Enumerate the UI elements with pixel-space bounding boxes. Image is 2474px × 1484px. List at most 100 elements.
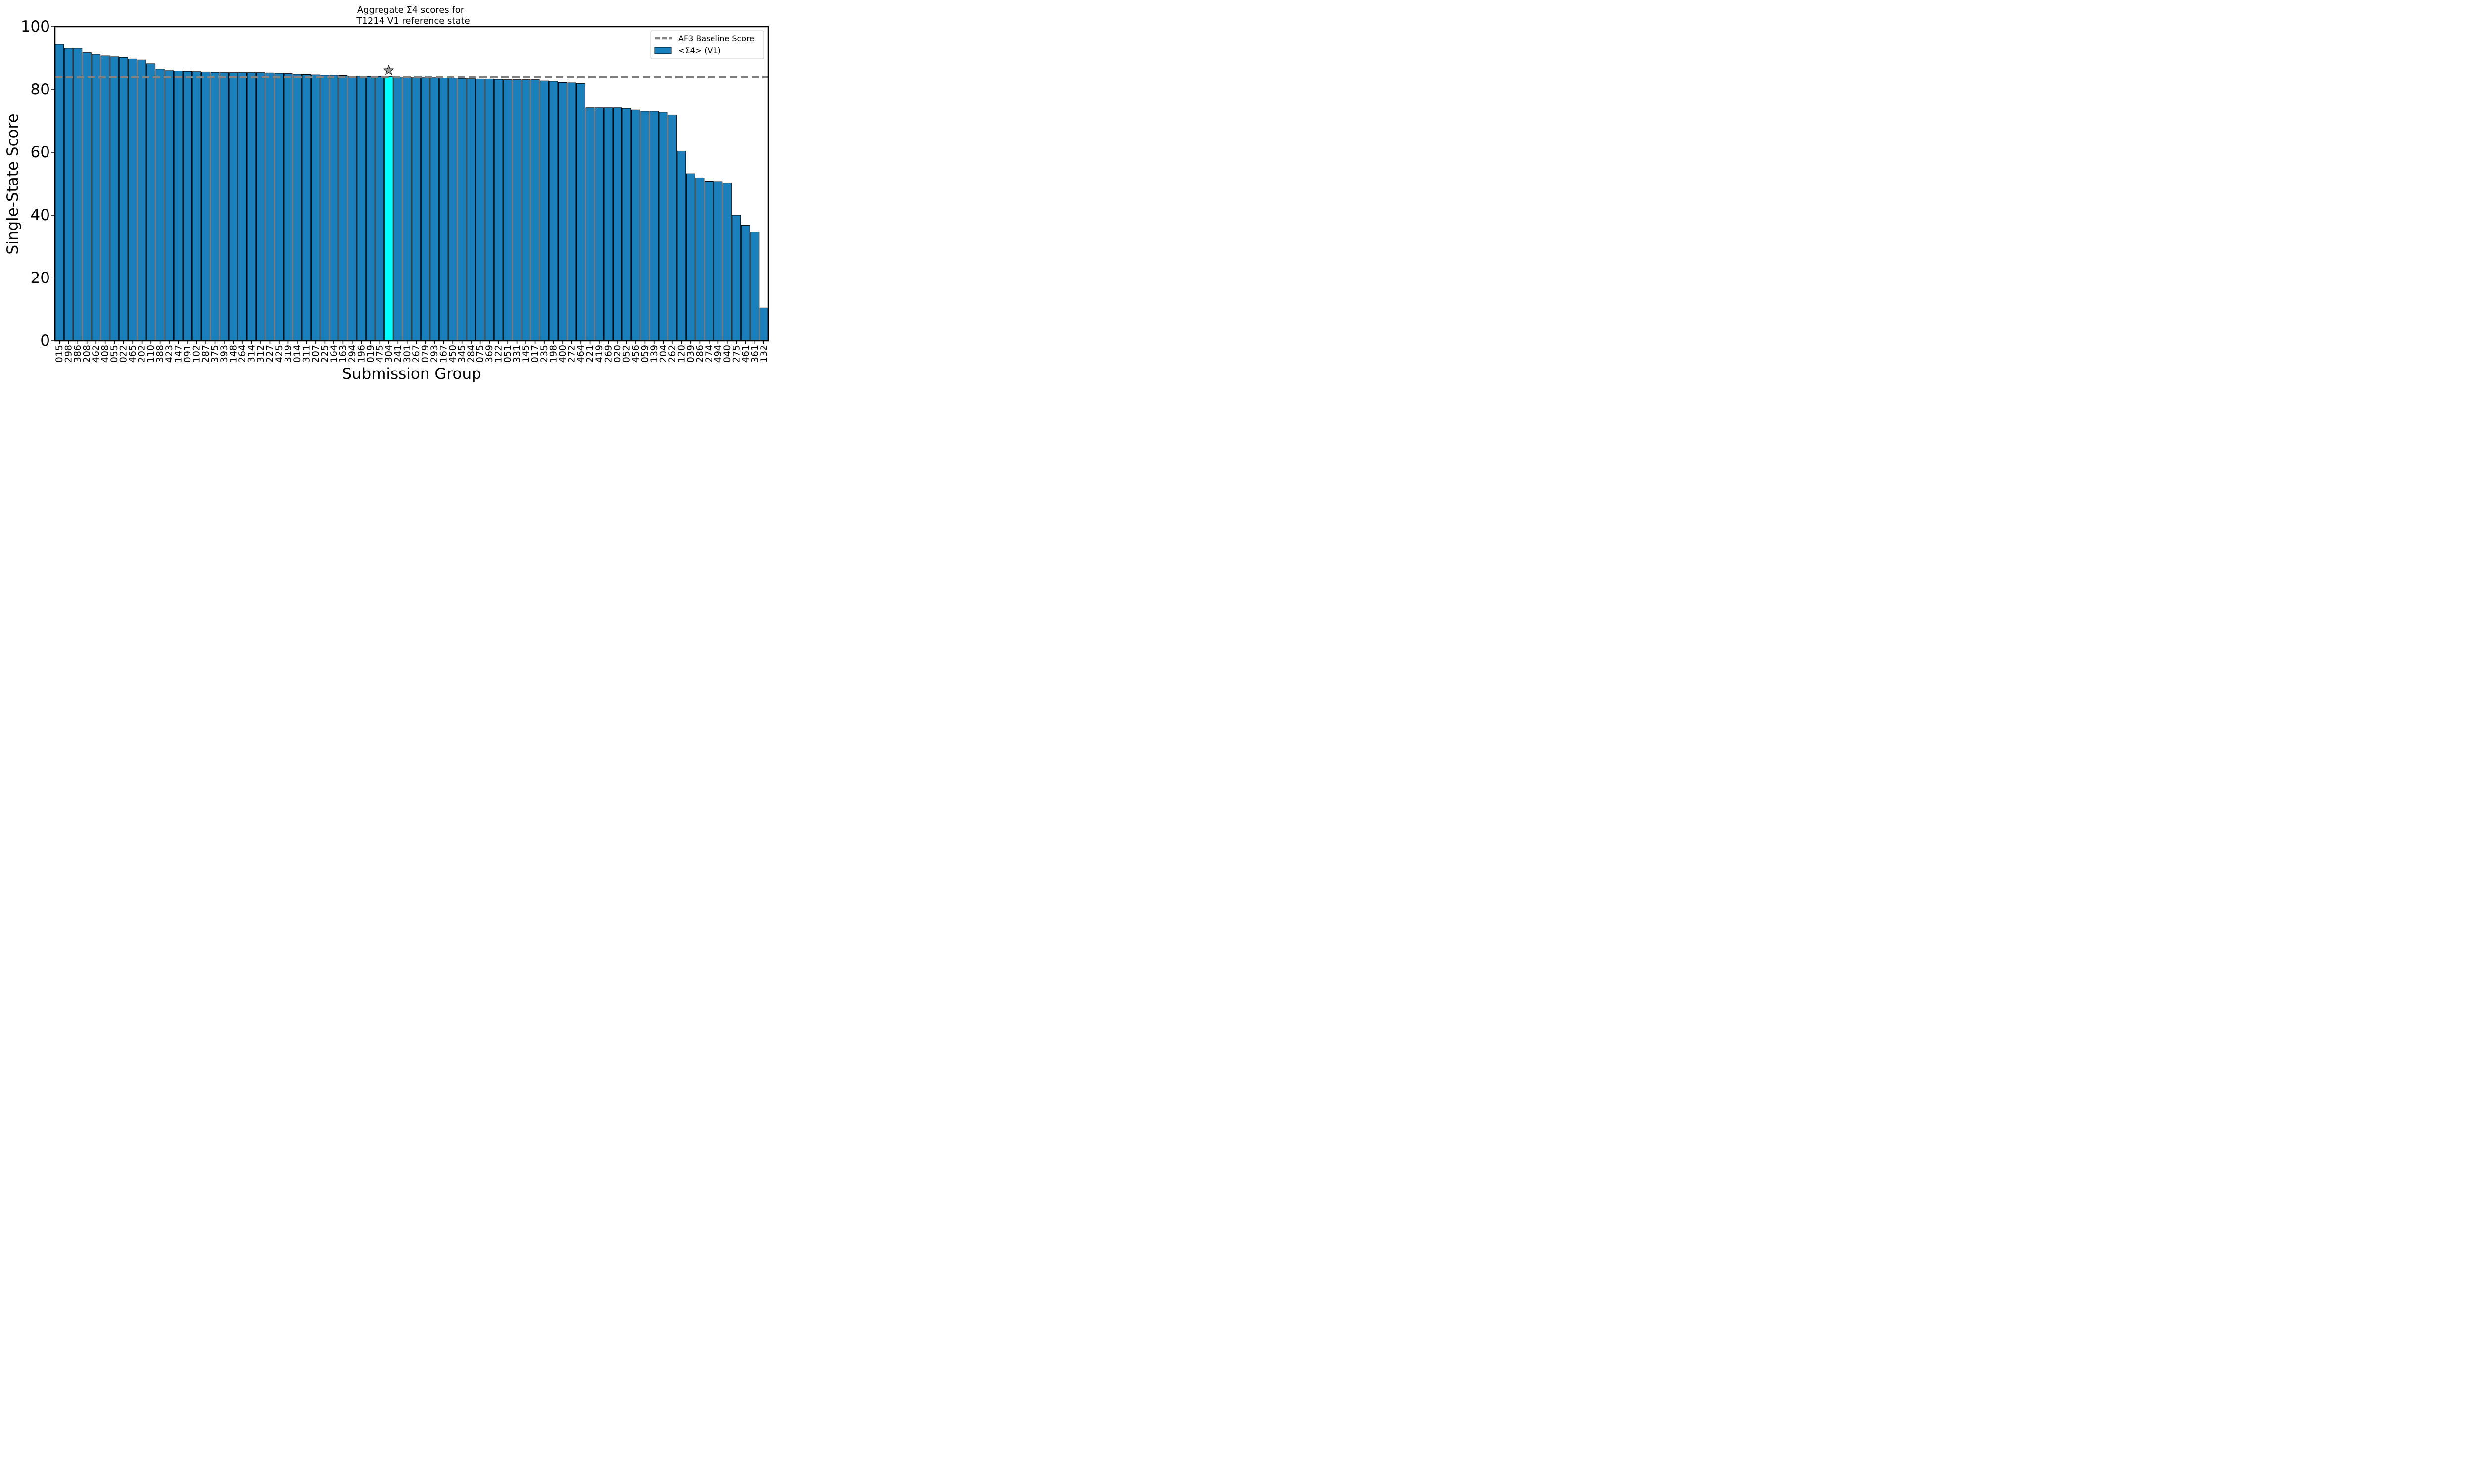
x-tick-label-369: 369 — [484, 345, 495, 363]
bar-275 — [732, 215, 741, 341]
x-tick-label-287: 287 — [200, 345, 211, 363]
bar-269 — [604, 107, 613, 341]
bar-425 — [274, 73, 284, 341]
bar-284 — [467, 78, 476, 341]
legend: AF3 Baseline Score <Σ4> (V1) — [650, 30, 764, 59]
bar-461 — [741, 225, 750, 341]
x-tick-label-052: 052 — [621, 345, 632, 363]
bar-361 — [750, 232, 760, 341]
x-tick-label-207: 207 — [310, 345, 321, 363]
x-tick-label-272: 272 — [567, 345, 577, 363]
y-tick-label-40: 40 — [31, 206, 50, 224]
x-tick-label-204: 204 — [658, 345, 668, 363]
bar-301 — [402, 77, 412, 341]
x-tick-label-020: 020 — [612, 345, 623, 363]
x-axis-label: Submission Group — [342, 365, 481, 383]
bar-122 — [494, 79, 503, 341]
x-tick-label-293: 293 — [429, 345, 440, 363]
x-tick-label-456: 456 — [630, 345, 641, 363]
bar-294 — [347, 76, 357, 341]
x-tick-label-462: 462 — [91, 345, 101, 363]
legend-bar-label: <Σ4> (V1) — [678, 46, 721, 55]
x-tick-label-286: 286 — [694, 345, 705, 363]
x-tick-label-361: 361 — [749, 345, 760, 363]
bar-400 — [558, 82, 568, 341]
bar-241 — [393, 77, 403, 341]
x-tick-label-408: 408 — [100, 345, 111, 363]
x-tick-label-202: 202 — [137, 345, 147, 363]
x-tick-label-132: 132 — [759, 345, 769, 363]
chart-title-line1: Aggregate Σ4 scores for — [357, 5, 465, 15]
y-tick-label-80: 80 — [31, 81, 50, 98]
x-tick-label-425: 425 — [274, 345, 285, 363]
x-tick-label-110: 110 — [145, 345, 156, 363]
x-tick-label-284: 284 — [466, 345, 476, 363]
x-tick-label-102: 102 — [191, 345, 202, 363]
legend-baseline-label: AF3 Baseline Score — [678, 34, 754, 43]
bar-015 — [55, 44, 64, 341]
x-tick-label-312: 312 — [255, 345, 266, 363]
x-tick-label-039: 039 — [685, 345, 696, 363]
bar-311 — [302, 74, 311, 341]
x-tick-label-465: 465 — [127, 345, 138, 363]
bar-464 — [576, 83, 586, 341]
bar-196 — [357, 76, 366, 341]
y-tick-label-100: 100 — [21, 18, 50, 36]
x-tick-label-419: 419 — [594, 345, 605, 363]
bar-167 — [439, 78, 448, 341]
x-tick-label-019: 019 — [365, 345, 376, 363]
x-tick-label-225: 225 — [319, 345, 330, 363]
x-tick-label-235: 235 — [539, 345, 550, 363]
x-tick-label-294: 294 — [347, 345, 358, 363]
x-tick-label-196: 196 — [356, 345, 367, 363]
bar-494 — [714, 181, 723, 341]
x-tick-label-208: 208 — [82, 345, 93, 363]
x-tick-label-167: 167 — [438, 345, 449, 363]
bar-208 — [82, 52, 92, 341]
x-tick-label-198: 198 — [548, 345, 559, 363]
bar-419 — [594, 107, 604, 341]
bar-051 — [503, 79, 513, 341]
x-tick-label-241: 241 — [392, 345, 403, 363]
x-tick-label-269: 269 — [603, 345, 614, 363]
bar-020 — [613, 107, 622, 341]
x-tick-label-075: 075 — [475, 345, 486, 363]
bar-132 — [759, 307, 768, 341]
bar-148 — [229, 72, 238, 341]
legend-bar-swatch — [654, 47, 672, 54]
bar-386 — [73, 48, 83, 341]
bar-022 — [119, 57, 128, 341]
bar-475 — [375, 76, 384, 341]
bar-388 — [155, 69, 165, 341]
bar-262 — [667, 114, 677, 341]
x-tick-label-147: 147 — [173, 345, 184, 363]
bar-267 — [412, 77, 421, 341]
highlight-star-marker — [383, 64, 394, 75]
bar-423 — [165, 70, 174, 341]
x-tick-label-163: 163 — [337, 345, 348, 363]
x-tick-label-227: 227 — [264, 345, 275, 363]
bar-091 — [183, 71, 192, 341]
bar-102 — [192, 71, 201, 341]
x-tick-label-079: 079 — [420, 345, 431, 363]
x-tick-label-274: 274 — [704, 345, 714, 363]
x-tick-label-400: 400 — [557, 345, 568, 363]
bar-145 — [522, 79, 531, 341]
x-tick-label-055: 055 — [109, 345, 120, 363]
bar-017 — [530, 79, 540, 341]
bar-462 — [92, 54, 101, 341]
x-tick-label-022: 022 — [118, 345, 129, 363]
bar-304 — [384, 76, 393, 341]
x-tick-label-148: 148 — [228, 345, 239, 363]
bar-298 — [64, 48, 73, 341]
x-tick-label-122: 122 — [493, 345, 504, 363]
x-tick-label-494: 494 — [713, 345, 723, 363]
bar-207 — [311, 74, 320, 341]
bar-274 — [704, 181, 714, 341]
bar-293 — [430, 77, 439, 341]
bar-202 — [137, 59, 146, 341]
bar-369 — [485, 78, 494, 341]
chart-title-line2: T1214 V1 reference state — [356, 16, 470, 26]
bar-375 — [210, 72, 220, 341]
x-tick-label-331: 331 — [512, 345, 523, 363]
